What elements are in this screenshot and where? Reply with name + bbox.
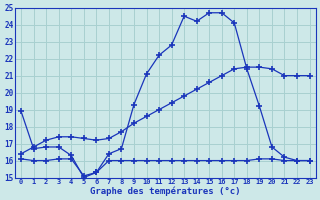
- X-axis label: Graphe des températures (°c): Graphe des températures (°c): [90, 186, 241, 196]
